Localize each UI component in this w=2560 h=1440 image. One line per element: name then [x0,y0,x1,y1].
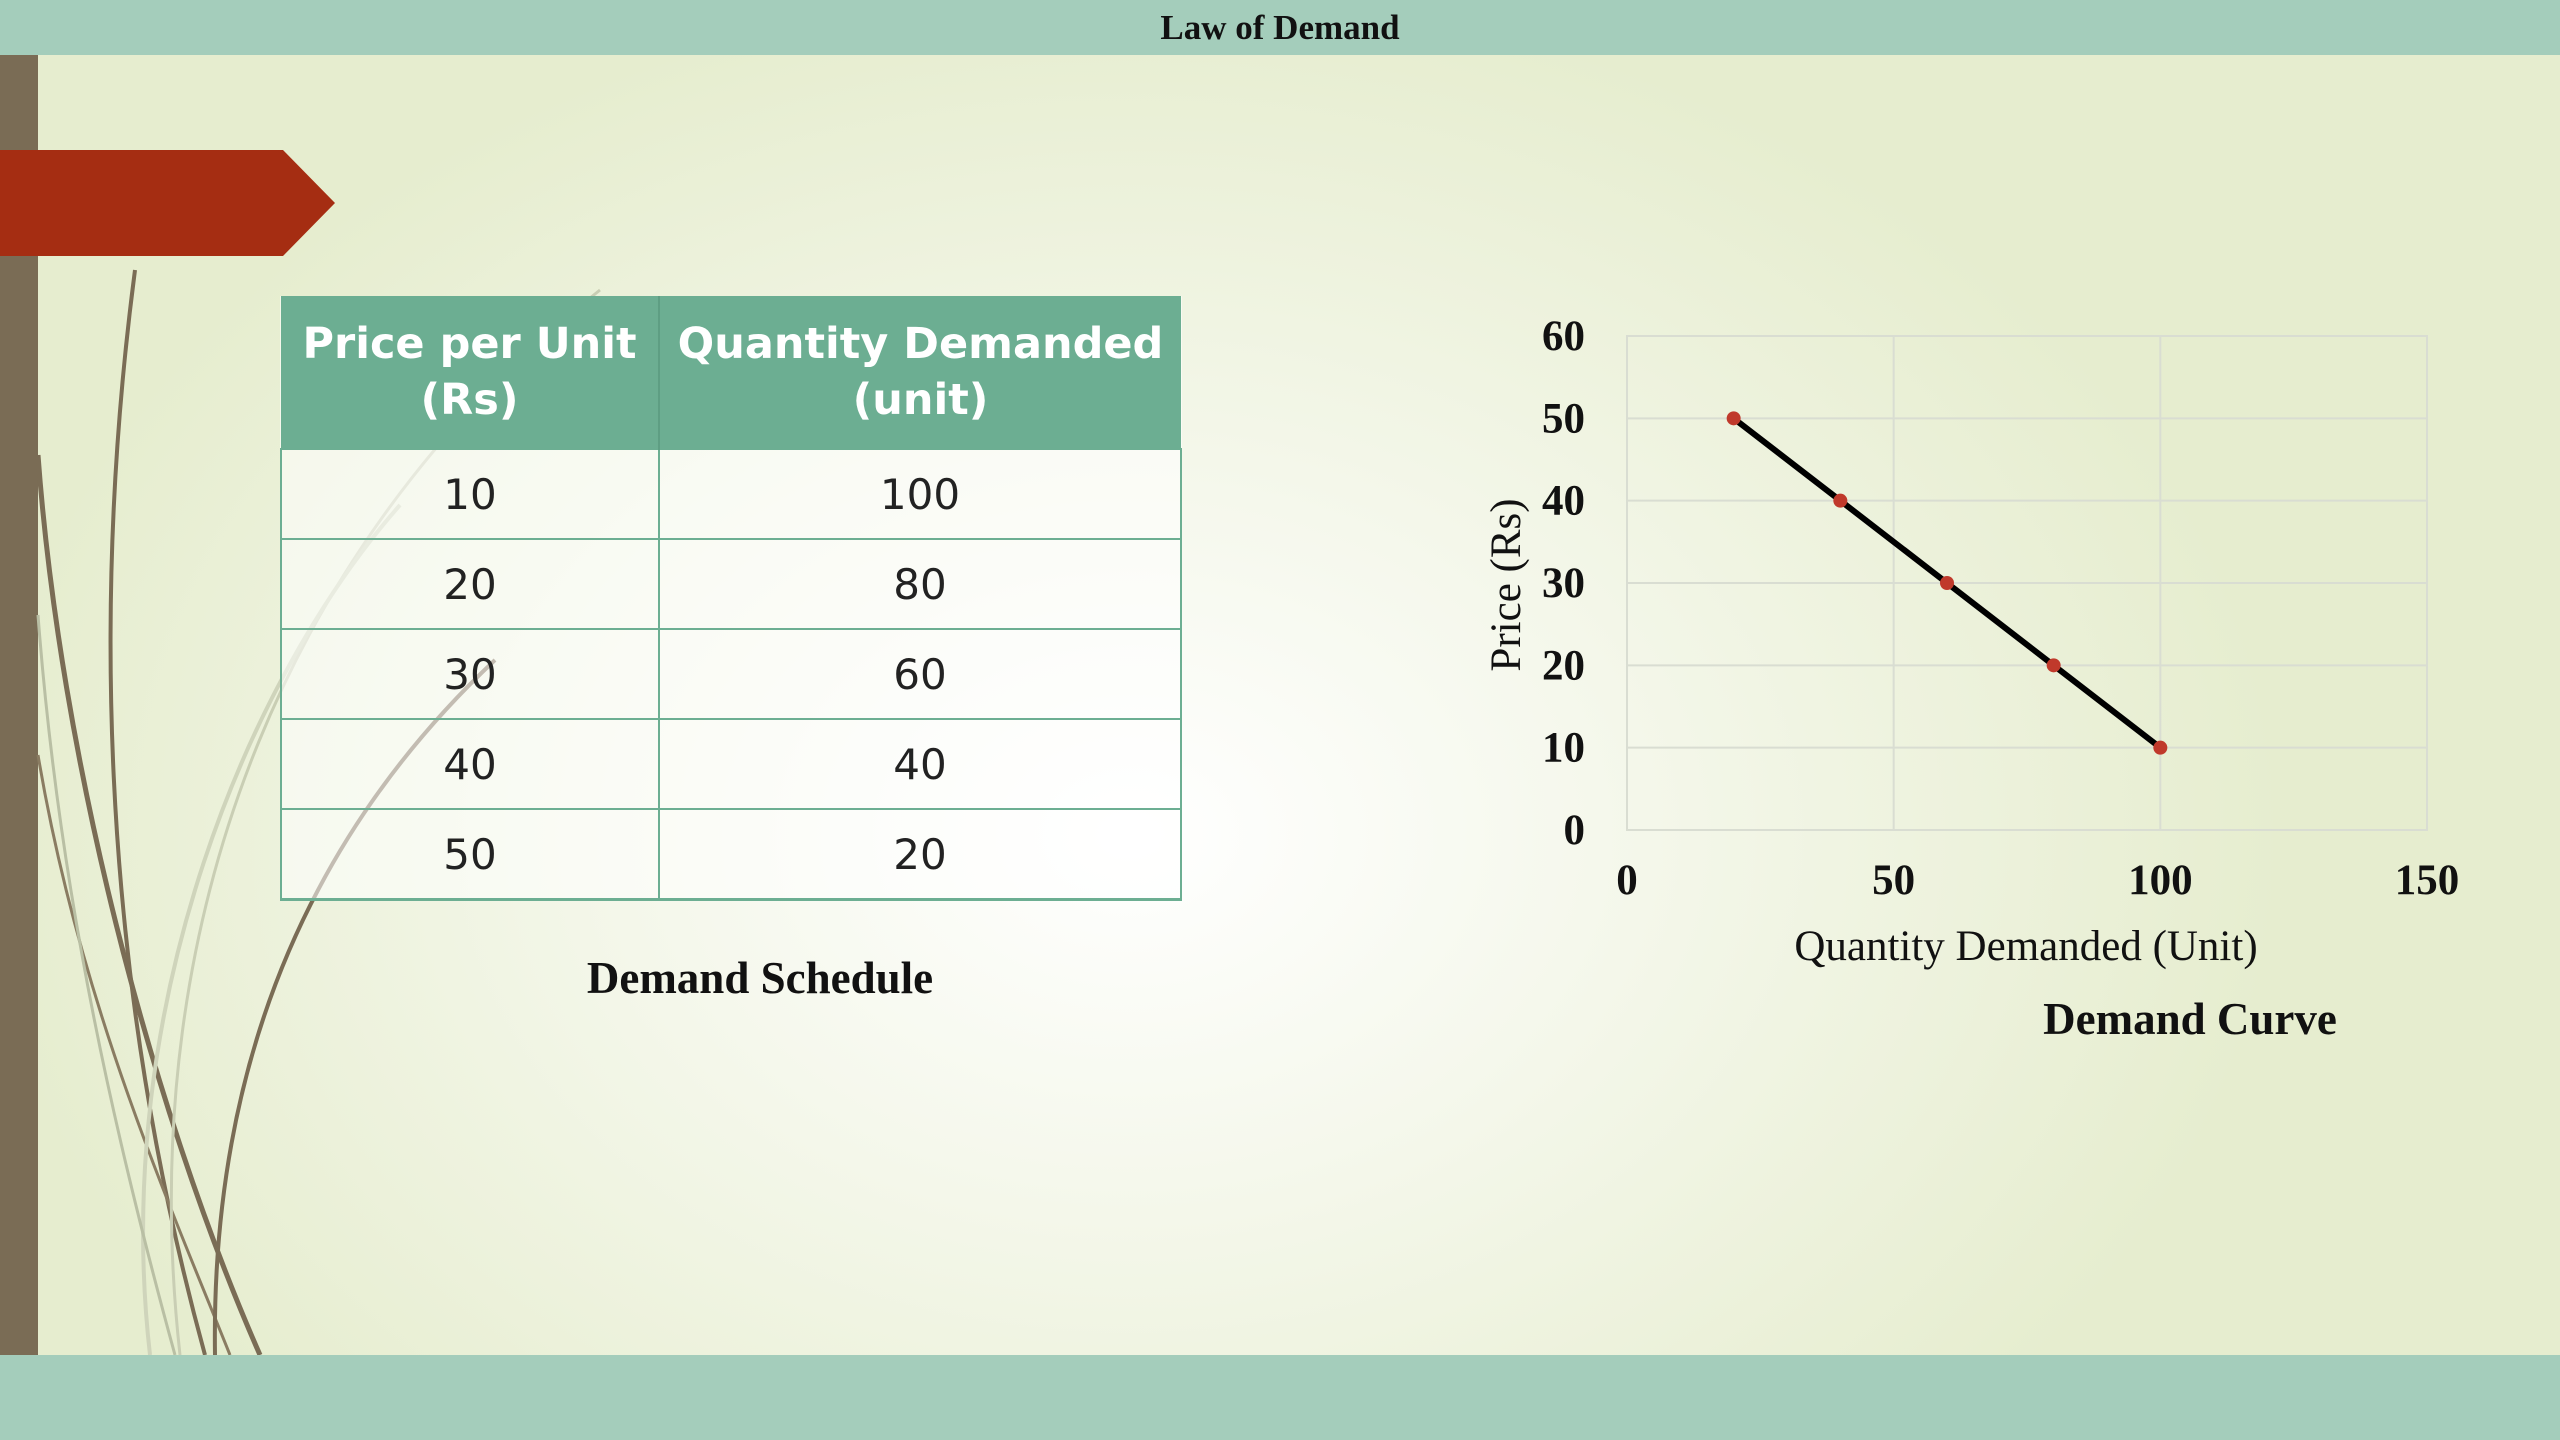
y-tick-label: 20 [1542,642,1585,689]
data-point [1940,576,1954,590]
y-tick-label: 50 [1542,395,1585,442]
price-cell: 20 [280,538,660,629]
x-tick-label: 50 [1872,857,1915,904]
bottom-bar [0,1355,2560,1440]
y-axis-label: Price (Rs) [1483,498,1530,671]
table-header-row: Price per Unit (Rs) Quantity Demanded (u… [281,296,1181,449]
quantity-cell: 80 [659,538,1182,629]
table-row: 40 40 [280,718,1182,809]
quantity-cell: 20 [659,808,1182,901]
data-point [1726,411,1741,426]
left-decor-strip [0,55,38,1355]
y-tick-label: 40 [1542,478,1585,525]
table-row: 50 20 [280,808,1182,901]
chart-series [1726,411,2168,755]
price-column-header: Price per Unit (Rs) [281,296,660,449]
slide-title: Law of Demand [1160,7,1400,47]
x-tick-label: 150 [2395,857,2460,904]
demand-curve-caption: Demand Curve [2043,994,2337,1044]
quantity-cell: 40 [659,718,1182,809]
demand-schedule-table: Price per Unit (Rs) Quantity Demanded (u… [280,296,1182,901]
x-axis-label: Quantity Demanded (Unit) [1794,923,2257,970]
table-row: 20 80 [280,538,1182,629]
price-cell: 30 [280,628,660,719]
table-row: 10 100 [280,448,1182,539]
x-tick-label: 0 [1616,857,1638,904]
demand-curve-chart: 0 10 20 30 40 50 60 0 50 100 150 Quantity Demanded… [1483,313,2459,970]
y-tick-label: 10 [1542,725,1585,772]
red-pentagon-arrow-icon [0,150,335,256]
title-bar: Law of Demand [0,0,2560,55]
y-tick-label: 60 [1542,313,1585,360]
quantity-cell: 60 [659,628,1182,719]
y-tick-label: 0 [1564,807,1586,854]
price-cell: 10 [280,448,660,539]
data-point [2046,658,2061,673]
quantity-column-header: Quantity Demanded (unit) [659,296,1181,449]
data-point [1833,493,1848,508]
chart-grid [1626,335,2428,831]
x-tick-label: 100 [2128,857,2193,904]
price-cell: 40 [280,718,660,809]
table-row: 30 60 [280,628,1182,719]
data-point [2153,740,2168,755]
demand-schedule-caption: Demand Schedule [586,953,934,1003]
chart-tick-labels: 0 10 20 30 40 50 60 0 50 100 150 [1542,313,2459,904]
price-cell: 50 [280,808,660,901]
quantity-cell: 100 [659,448,1182,539]
y-tick-label: 30 [1542,560,1585,607]
